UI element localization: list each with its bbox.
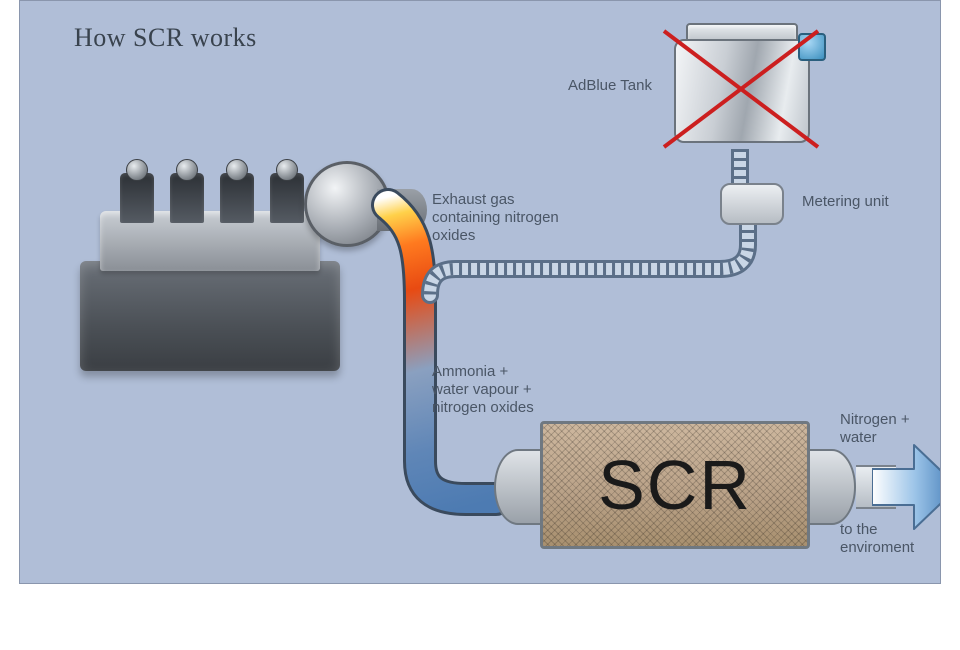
label-adblue-tank: AdBlue Tank — [568, 77, 652, 95]
label-exhaust-gas: Exhaust gas containing nitrogen oxides — [432, 191, 559, 245]
cross-out-icon — [656, 19, 826, 159]
diagram-title: How SCR works — [74, 23, 257, 53]
label-mix: Ammonia + water vapour + nitrogen oxides — [432, 363, 534, 417]
label-output: Nitrogen + water — [840, 411, 910, 447]
engine-icon — [60, 131, 380, 391]
metering-unit-icon — [720, 183, 784, 225]
label-metering-unit: Metering unit — [802, 193, 889, 211]
diagram-canvas: How SCR works — [19, 0, 941, 584]
scr-catalyst-icon: SCR — [540, 421, 810, 549]
adblue-tank-icon — [656, 19, 826, 159]
label-to-env: to the enviroment — [840, 521, 914, 557]
scr-box-label: SCR — [540, 421, 810, 549]
